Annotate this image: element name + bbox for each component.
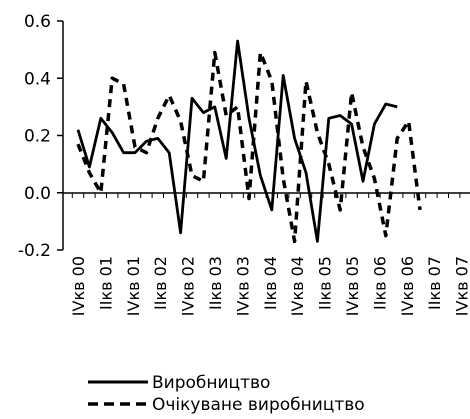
x-tick-label: IVкв 03 — [233, 256, 252, 316]
y-axis-ticks: 0.6 0.4 0.2 0.0 -0.2 — [18, 12, 63, 261]
series-line-expected — [76, 50, 422, 244]
x-tick-label: IIкв 03 — [206, 256, 225, 310]
x-tick-label: IIкв 04 — [261, 256, 280, 310]
x-tick-label: IIкв 05 — [316, 256, 335, 310]
x-tick-label: IIкв 07 — [425, 256, 444, 310]
y-tick-label: 0.4 — [24, 69, 51, 89]
series-line-production — [76, 39, 398, 243]
legend: Виробництво Очікуване виробництво — [88, 373, 365, 415]
x-tick-label: IVкв 01 — [124, 256, 143, 316]
x-tick-label: IVкв 02 — [179, 256, 198, 316]
axes — [62, 21, 470, 250]
x-tick-label: IIкв 06 — [370, 256, 389, 310]
y-tick-label: -0.2 — [18, 241, 51, 261]
x-axis-ticks: IVкв 00 IIкв 01 IVкв 01 IIкв 02 IVкв 02 IIкв … — [69, 193, 470, 316]
x-tick-label: IVкв 07 — [453, 256, 470, 316]
legend-label: Очікуване виробництво — [152, 395, 365, 414]
series-lines — [76, 39, 422, 244]
y-tick-label: 0.0 — [24, 184, 51, 204]
x-tick-label: IVкв 04 — [288, 256, 307, 316]
x-tick-label: IIкв 02 — [151, 256, 170, 310]
legend-label: Виробництво — [152, 373, 270, 393]
y-tick-label: 0.2 — [24, 127, 51, 147]
x-tick-label: IIкв 01 — [96, 256, 115, 310]
x-tick-label: IVкв 00 — [69, 256, 88, 316]
x-tick-label: IVкв 05 — [343, 256, 362, 316]
y-tick-label: 0.6 — [24, 12, 51, 32]
x-tick-label: IVкв 06 — [398, 256, 417, 316]
